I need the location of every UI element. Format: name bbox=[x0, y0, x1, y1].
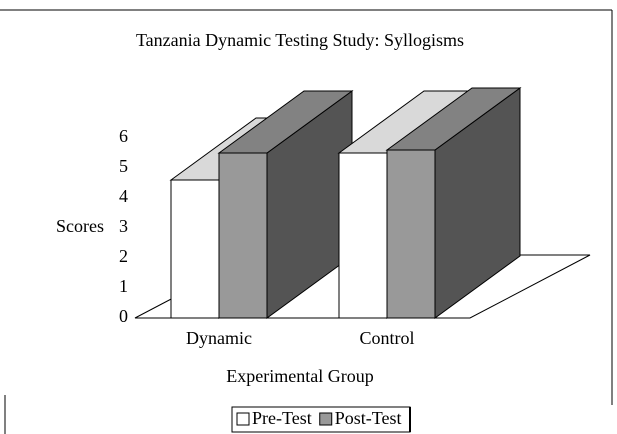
y-tick-label: 2 bbox=[119, 246, 128, 266]
x-tick-label: Dynamic bbox=[186, 328, 252, 348]
y-tick-label: 4 bbox=[119, 186, 128, 206]
x-tick-label: Control bbox=[359, 328, 414, 348]
legend-label: Post-Test bbox=[335, 408, 402, 428]
legend-swatch bbox=[236, 412, 250, 426]
legend-swatch bbox=[319, 412, 333, 426]
legend-label: Pre-Test bbox=[252, 408, 312, 428]
y-tick-label: 3 bbox=[119, 216, 128, 236]
y-tick-label: 6 bbox=[119, 126, 128, 146]
x-axis-label: Experimental Group bbox=[226, 366, 373, 386]
bar-front bbox=[338, 152, 388, 319]
y-tick-label: 1 bbox=[119, 276, 128, 296]
y-axis-label: Scores bbox=[56, 216, 104, 236]
bar-front bbox=[170, 179, 220, 319]
y-tick-label: 5 bbox=[119, 156, 128, 176]
bar-front bbox=[386, 149, 436, 319]
bar-front bbox=[218, 152, 268, 319]
y-tick-label: 0 bbox=[119, 306, 128, 326]
bar bbox=[217, 90, 354, 319]
chart-title: Tanzania Dynamic Testing Study: Syllogis… bbox=[136, 30, 464, 50]
bar bbox=[385, 87, 522, 319]
